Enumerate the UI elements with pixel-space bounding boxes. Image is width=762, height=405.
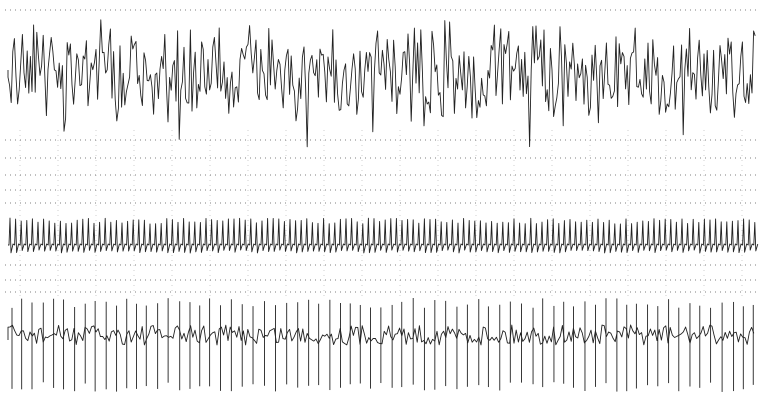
page: (() => { const data = JSON.parse(documen… (0, 0, 762, 405)
ecg-strip (0, 0, 762, 405)
